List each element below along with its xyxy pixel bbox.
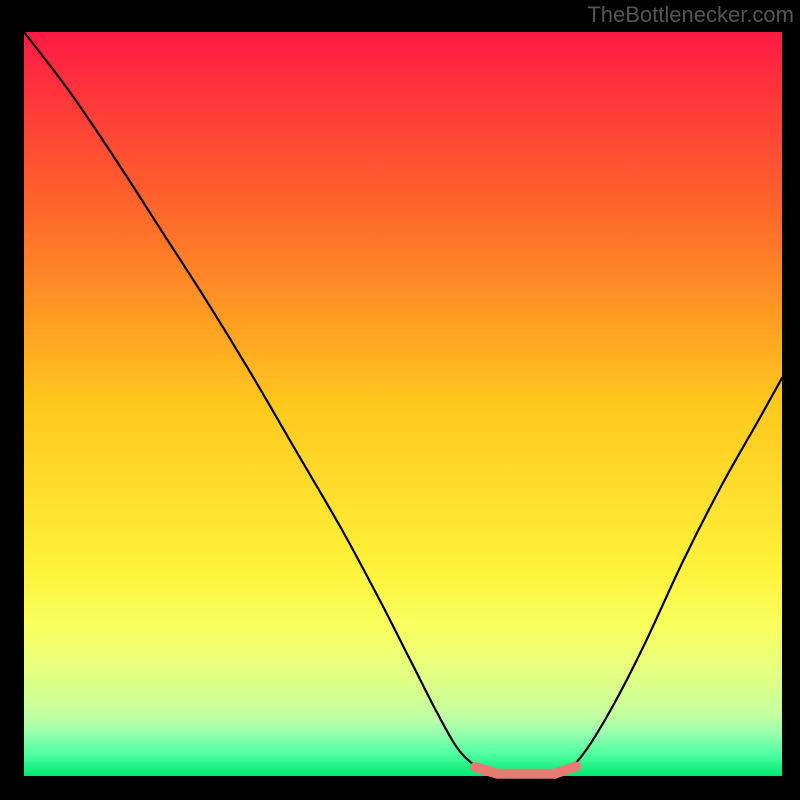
bottleneck-curve	[24, 32, 782, 777]
chart-container: TheBottlenecker.com	[0, 0, 800, 800]
optimal-range-marker	[555, 766, 576, 773]
curve-svg	[24, 32, 782, 776]
plot-area	[24, 32, 782, 776]
watermark-text: TheBottlenecker.com	[587, 2, 794, 28]
